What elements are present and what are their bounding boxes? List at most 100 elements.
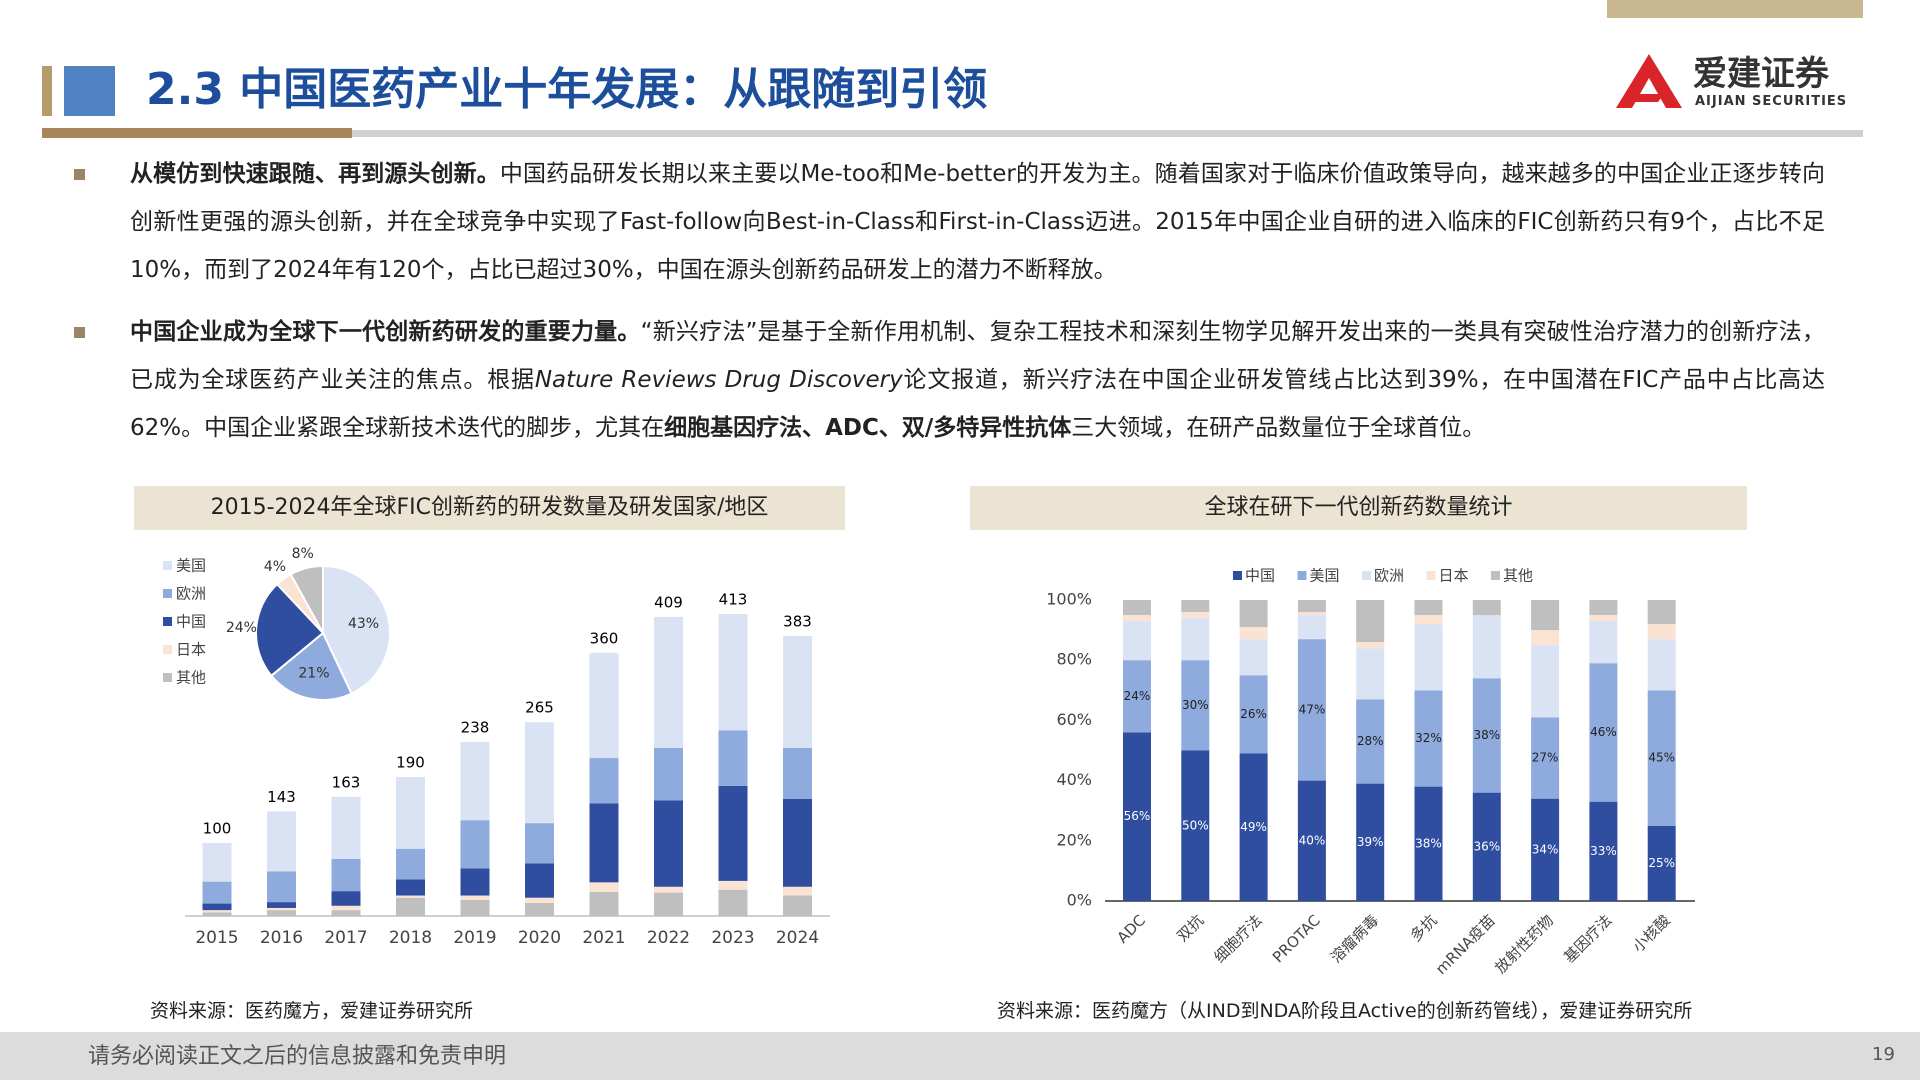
y-tick-label: 0% xyxy=(1067,891,1092,910)
title-square xyxy=(64,66,115,116)
bar-segment xyxy=(202,912,232,916)
bar-segment xyxy=(654,800,683,887)
data-label: 30% xyxy=(1182,698,1209,712)
legend-label: 其他 xyxy=(1503,567,1533,585)
bar-segment xyxy=(267,910,296,916)
bar-segment xyxy=(396,848,425,880)
bar-segment xyxy=(460,868,490,896)
data-label: 27% xyxy=(1532,751,1559,765)
total-label: 190 xyxy=(396,754,425,772)
source: 资料来源：医药魔方（从IND到NDA阶段且Active的创新药管线），爱建证券研… xyxy=(997,1000,1693,1022)
bar-segment xyxy=(267,907,296,911)
bar-segment xyxy=(783,799,812,887)
legend-swatch xyxy=(1491,571,1500,580)
data-label: 36% xyxy=(1473,839,1500,853)
bar-segment xyxy=(1647,639,1676,691)
bar-segment xyxy=(460,820,490,869)
legend-label: 中国 xyxy=(176,613,206,631)
pie-slice xyxy=(269,631,353,701)
bar-segment xyxy=(1181,600,1210,613)
y-tick-label: 20% xyxy=(1056,830,1092,849)
bar-segment xyxy=(1239,753,1268,901)
bar-segment xyxy=(1181,612,1210,619)
chart-title: 全球在研下一代创新药数量统计 xyxy=(970,486,1747,530)
bar-segment xyxy=(783,895,812,916)
total-label: 383 xyxy=(783,612,812,630)
bar-segment xyxy=(1297,615,1326,640)
x-tick-label: 2024 xyxy=(776,928,819,948)
rule xyxy=(352,130,1863,137)
text-run: 中国企业成为全球下一代创新药研发的重要力量。 xyxy=(130,319,641,345)
bar-segment xyxy=(396,777,425,849)
bar-segment xyxy=(460,895,490,900)
title-bar xyxy=(42,66,52,116)
bar-segment xyxy=(1414,600,1443,616)
data-label: 38% xyxy=(1415,836,1442,850)
x-tick-label: 2019 xyxy=(453,928,496,948)
bar-segment xyxy=(1181,660,1210,751)
source: 资料来源：医药魔方，爱建证券研究所 xyxy=(150,1000,474,1022)
data-label: 56% xyxy=(1124,809,1151,823)
bar-segment xyxy=(1123,621,1151,661)
total-label: 265 xyxy=(525,699,554,717)
bar-segment xyxy=(589,803,619,883)
bar-segment xyxy=(1531,798,1560,901)
bar-segment xyxy=(654,892,683,916)
footer-band xyxy=(0,1032,1920,1080)
bar-segment xyxy=(1414,615,1443,625)
data-label: 38% xyxy=(1473,728,1500,742)
bar-segment xyxy=(202,903,232,911)
bar-segment xyxy=(1589,801,1618,901)
pie-slice xyxy=(322,564,391,695)
bar-segment xyxy=(1647,624,1676,640)
x-tick-label: 2017 xyxy=(324,928,367,948)
bar-segment xyxy=(396,879,425,896)
bar-segment xyxy=(1589,663,1618,802)
bar-segment xyxy=(1356,699,1385,784)
total-label: 413 xyxy=(719,591,748,609)
x-tick-label: 小核酸 xyxy=(1629,911,1674,956)
data-label: 50% xyxy=(1182,818,1209,832)
bar-segment xyxy=(1123,732,1151,901)
legend-label: 中国 xyxy=(1245,567,1275,585)
title: 2.3 中国医药产业十年发展：从跟随到引领 xyxy=(146,64,988,115)
x-tick-label: 2020 xyxy=(518,928,561,948)
data-label: 25% xyxy=(1648,856,1675,870)
x-tick-label: mRNA疫苗 xyxy=(1432,911,1499,978)
total-label: 360 xyxy=(590,629,619,647)
legend-swatch xyxy=(163,561,172,570)
x-tick-label: 多抗 xyxy=(1407,911,1441,945)
total-label: 163 xyxy=(332,773,361,791)
bullets: 从模仿到快速跟随、再到源头创新。中国药品研发长期以来主要以Me-too和Me-b… xyxy=(74,150,1825,466)
x-tick-label: 2021 xyxy=(582,928,625,948)
data-label: 49% xyxy=(1240,820,1267,834)
bar-segment xyxy=(783,747,812,800)
data-label: 32% xyxy=(1415,731,1442,745)
bar-segment xyxy=(1181,618,1210,661)
bar-segment xyxy=(396,895,425,898)
legend-label: 美国 xyxy=(1310,567,1340,585)
bar-segment xyxy=(1356,648,1385,700)
data-label: 39% xyxy=(1357,835,1384,849)
data-label: 47% xyxy=(1299,702,1326,716)
bar-segment xyxy=(331,858,361,892)
total-label: 143 xyxy=(267,788,296,806)
bar-segment xyxy=(1414,690,1443,787)
bar-segment xyxy=(1239,639,1268,676)
pie-label: 24% xyxy=(226,620,257,636)
logo-mark xyxy=(1616,54,1682,108)
bar-segment xyxy=(1472,678,1501,793)
data-label: 46% xyxy=(1590,725,1617,739)
bar-segment xyxy=(1297,612,1326,616)
bar-segment xyxy=(267,811,296,872)
bar-segment xyxy=(1356,783,1385,901)
bar-segment xyxy=(525,823,554,864)
total-label: 238 xyxy=(461,718,490,736)
data-label: 34% xyxy=(1532,842,1559,856)
legend-label: 其他 xyxy=(176,669,206,687)
bar-segment xyxy=(1531,645,1560,718)
y-tick-label: 40% xyxy=(1056,770,1092,789)
legend-label: 欧洲 xyxy=(1374,567,1404,585)
bar-segment xyxy=(1239,600,1268,628)
